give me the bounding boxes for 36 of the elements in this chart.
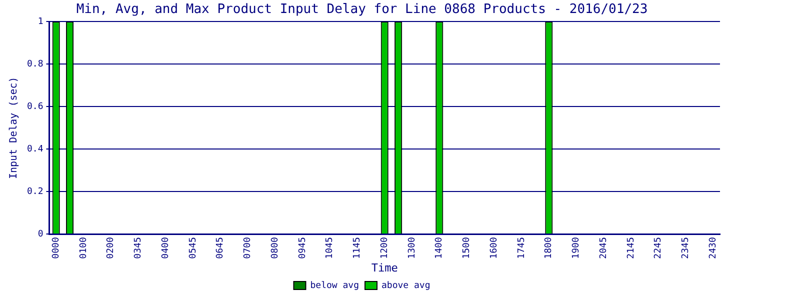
x-tick-label: 0200 xyxy=(106,237,116,259)
x-axis-title: Time xyxy=(371,261,398,274)
x-tick-label: 1200 xyxy=(380,237,390,259)
x-tick-label: 2430 xyxy=(708,237,718,259)
y-tick-label: 0.6 xyxy=(26,102,44,112)
x-tick-label: 1145 xyxy=(352,237,363,259)
x-tick-label: 1800 xyxy=(544,237,554,259)
x-tick-label: 0000 xyxy=(51,237,62,259)
y-tick-label: 0 xyxy=(38,229,44,240)
x-tick-label: 0700 xyxy=(243,237,254,259)
x-tick-label: 0645 xyxy=(216,237,226,259)
y-tick-label: 1 xyxy=(38,16,44,27)
x-tick-label: 2245 xyxy=(654,237,664,259)
x-tick-label: 0100 xyxy=(78,237,89,259)
legend-label: below avg xyxy=(310,280,360,291)
y-tick-label: 0.2 xyxy=(26,186,44,197)
x-tick-label: 1745 xyxy=(516,237,527,259)
x-tick-label: 2345 xyxy=(681,237,692,259)
x-tick-label: 0345 xyxy=(134,237,144,259)
x-tick-label: 1500 xyxy=(462,237,472,259)
x-tick-label: 2145 xyxy=(626,237,636,259)
x-tick-label: 0800 xyxy=(270,237,280,259)
chart-title: Min, Avg, and Max Product Input Delay for Line 0868 Products - 2016/01/23 xyxy=(76,2,648,18)
x-tick-label: 1600 xyxy=(489,237,500,259)
x-tick-label: 0400 xyxy=(160,237,171,259)
legend-label: above avg xyxy=(382,280,430,291)
x-tick-label: 1300 xyxy=(407,237,418,259)
x-tick-label: 0945 xyxy=(298,237,308,259)
y-axis-title: Input Delay (sec) xyxy=(8,76,20,180)
y-tick-label: 0.4 xyxy=(26,144,44,154)
x-tick-label: 1900 xyxy=(572,237,582,259)
y-tick-label: 0.8 xyxy=(26,59,44,70)
x-tick-label: 1045 xyxy=(325,237,336,259)
x-tick-label: 0545 xyxy=(188,237,198,259)
x-tick-label: 1400 xyxy=(434,237,445,259)
x-tick-label: 2045 xyxy=(598,237,609,259)
